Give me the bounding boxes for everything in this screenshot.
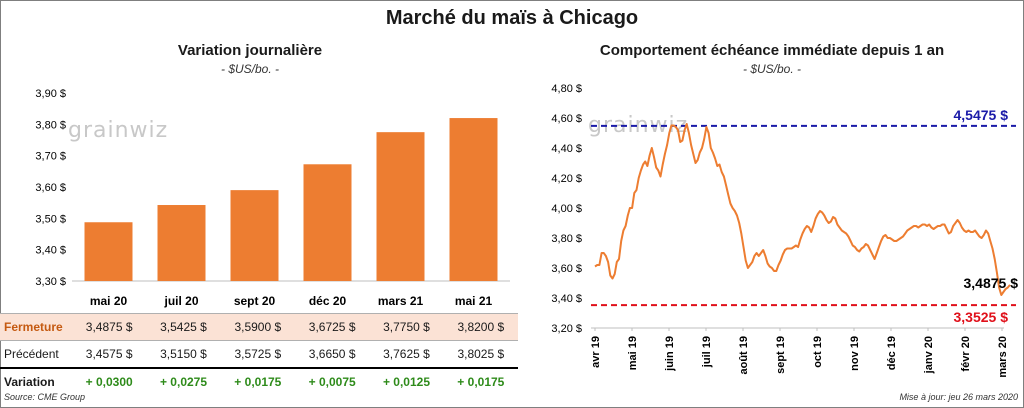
- right-chart-title: Comportement échéance immédiate depuis 1…: [599, 42, 945, 59]
- y-tick-label: 3,80 $: [551, 233, 582, 245]
- x-tick-label: juin 19: [664, 336, 676, 372]
- y-tick-label: 4,00 $: [551, 203, 582, 215]
- y-tick-label: 4,40 $: [551, 143, 582, 155]
- update-note: Mise à jour: jeu 26 mars 2020: [899, 392, 1018, 402]
- y-tick-label: 3,90 $: [35, 88, 66, 100]
- x-tick-label: mars 20: [997, 336, 1009, 378]
- x-category-label: déc 20: [309, 294, 347, 308]
- current-value-label: 3,4875 $: [964, 275, 1019, 291]
- price-series-line: [594, 123, 1011, 296]
- previous-cell: 3,7625 $: [369, 340, 444, 369]
- y-tick-label: 3,50 $: [35, 213, 66, 225]
- closing-cell: 3,5425 $: [146, 313, 221, 341]
- closing-row: Fermeture 3,4875 $ 3,5425 $ 3,5900 $ 3,6…: [0, 313, 518, 341]
- x-tick-label: juil 19: [701, 336, 713, 368]
- x-tick-label: août 19: [738, 336, 750, 375]
- page-title: Marché du maïs à Chicago: [385, 7, 639, 29]
- y-tick-label: 3,30 $: [35, 276, 66, 288]
- closing-cell: 3,7750 $: [369, 313, 444, 341]
- high-value-label: 4,5475 $: [954, 107, 1009, 123]
- variation-cell: + 0,0075: [308, 375, 356, 389]
- x-tick-label: sept 19: [775, 336, 787, 374]
- bar: [84, 222, 133, 281]
- y-tick-label: 3,60 $: [35, 182, 66, 194]
- x-tick-label: oct 19: [812, 336, 824, 368]
- y-tick-label: 3,40 $: [551, 293, 582, 305]
- right-line-chart: 3,20 $ 3,40 $ 3,60 $ 3,80 $ 4,00 $ 4,20 $ 4,40…: [551, 83, 1019, 378]
- left-chart-unit: - $US/bo. -: [220, 62, 280, 76]
- quotes-table: Fermeture 3,4875 $ 3,5425 $ 3,5900 $ 3,6…: [0, 313, 518, 395]
- bar: [230, 190, 279, 281]
- y-tick-label: 3,40 $: [35, 245, 66, 257]
- y-tick-label: 3,70 $: [35, 151, 66, 163]
- x-category-label: sept 20: [234, 294, 276, 308]
- closing-cell: 3,6725 $: [294, 313, 370, 341]
- x-category-label: mai 21: [455, 294, 493, 308]
- closing-cell: 3,5900 $: [220, 313, 295, 341]
- y-tick-label: 3,20 $: [551, 323, 582, 335]
- x-category-label: juil 20: [163, 294, 198, 308]
- x-tick-label: janv 20: [923, 336, 935, 374]
- variation-cell: + 0,0175: [457, 375, 505, 389]
- variation-cell: + 0,0125: [382, 375, 430, 389]
- x-tick-label: mai 19: [627, 336, 639, 370]
- source-note: Source: CME Group: [4, 392, 86, 402]
- previous-row: Précédent 3,4575 $ 3,5150 $ 3,5725 $ 3,6…: [0, 340, 518, 369]
- y-tick-label: 3,80 $: [35, 119, 66, 131]
- y-tick-label: 3,60 $: [551, 263, 582, 275]
- variation-cell: + 0,0175: [234, 375, 282, 389]
- variation-row-label: Variation: [4, 375, 55, 389]
- x-tick-label: nov 19: [849, 336, 861, 371]
- x-tick-label: avr 19: [590, 336, 602, 368]
- left-bar-chart: 3,30 $ 3,40 $ 3,50 $ 3,60 $ 3,70 $ 3,80 $ 3,90…: [35, 88, 510, 308]
- y-tick-label: 4,20 $: [551, 173, 582, 185]
- x-category-label: mars 21: [378, 294, 424, 308]
- closing-cell: 3,8200 $: [443, 313, 518, 341]
- previous-cell: 3,8025 $: [443, 340, 518, 369]
- y-tick-label: 4,60 $: [551, 113, 582, 125]
- previous-cell: 3,6650 $: [294, 340, 370, 369]
- right-chart-unit: - $US/bo. -: [742, 62, 802, 76]
- x-category-label: mai 20: [90, 294, 128, 308]
- low-value-label: 3,3525 $: [954, 309, 1009, 325]
- left-watermark-logo: grainwiz: [68, 118, 169, 143]
- bar: [303, 164, 352, 281]
- x-tick-label: déc 19: [886, 336, 898, 370]
- y-tick-label: 4,80 $: [551, 83, 582, 95]
- bar: [376, 132, 425, 281]
- previous-cell: 3,5725 $: [220, 340, 295, 369]
- bar: [449, 118, 498, 281]
- x-tick-label: févr 20: [960, 336, 972, 371]
- previous-cell: 3,4575 $: [72, 340, 147, 369]
- bar: [157, 205, 206, 281]
- variation-row: Variation + 0,0300 + 0,0275 + 0,0175 + 0…: [0, 368, 518, 395]
- left-chart-title: Variation journalière: [177, 42, 323, 59]
- closing-cell: 3,4875 $: [72, 313, 147, 341]
- previous-cell: 3,5150 $: [146, 340, 221, 369]
- closing-row-label: Fermeture: [0, 313, 72, 341]
- previous-row-label: Précédent: [0, 340, 72, 369]
- variation-cell: + 0,0300: [85, 375, 133, 389]
- variation-cell: + 0,0275: [159, 375, 208, 389]
